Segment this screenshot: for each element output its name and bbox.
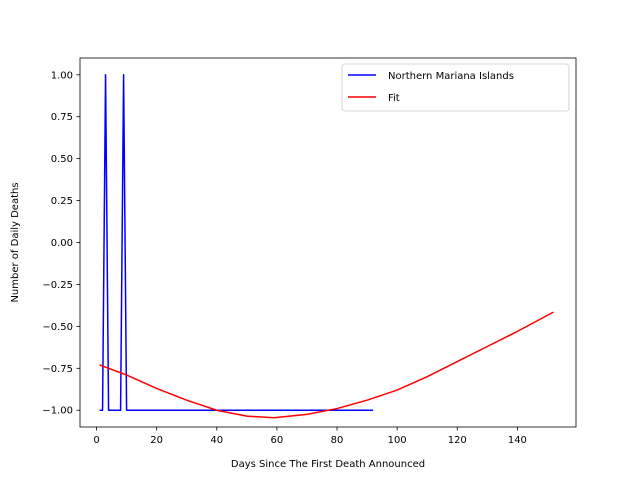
x-tick-label: 120 (448, 435, 467, 446)
x-axis-title: Days Since The First Death Announced (231, 459, 425, 470)
plot-lines (99, 74, 554, 419)
y-axis-title: Number of Daily Deaths (10, 182, 21, 302)
y-tick-label: 1.00 (51, 70, 73, 81)
legend-box (341, 63, 570, 112)
x-tick-label: 60 (271, 435, 284, 446)
y-tick-label: −1.00 (42, 406, 73, 417)
plot-area-frame (79, 57, 577, 428)
series-line-northern-mariana-islands (99, 74, 374, 411)
y-tick-label: 0.25 (51, 196, 73, 207)
y-tick-label: 0.75 (51, 112, 73, 123)
x-tick-label: 40 (210, 435, 223, 446)
y-tick-label: −0.50 (42, 322, 73, 333)
series-line-fit (99, 311, 554, 419)
y-axis-ticks: −1.00 −0.75 −0.50 −0.25 0.00 0.25 0.50 0.75 1.00 (42, 70, 80, 417)
y-tick-label: 0.50 (51, 154, 73, 165)
x-tick-label: 100 (388, 435, 407, 446)
y-tick-label: −0.75 (42, 364, 73, 375)
x-tick-label: 80 (331, 435, 344, 446)
x-tick-label: 140 (508, 435, 527, 446)
x-tick-label: 0 (93, 435, 99, 446)
legend-label-northern-mariana-islands: Northern Mariana Islands (388, 71, 514, 82)
legend: Northern Mariana Islands Fit (341, 63, 570, 112)
legend-label-fit: Fit (388, 93, 400, 104)
x-axis-ticks: 0 20 40 60 80 100 120 140 (93, 427, 527, 446)
y-tick-label: 0.00 (51, 238, 73, 249)
x-tick-label: 20 (150, 435, 163, 446)
y-tick-label: −0.25 (42, 280, 73, 291)
